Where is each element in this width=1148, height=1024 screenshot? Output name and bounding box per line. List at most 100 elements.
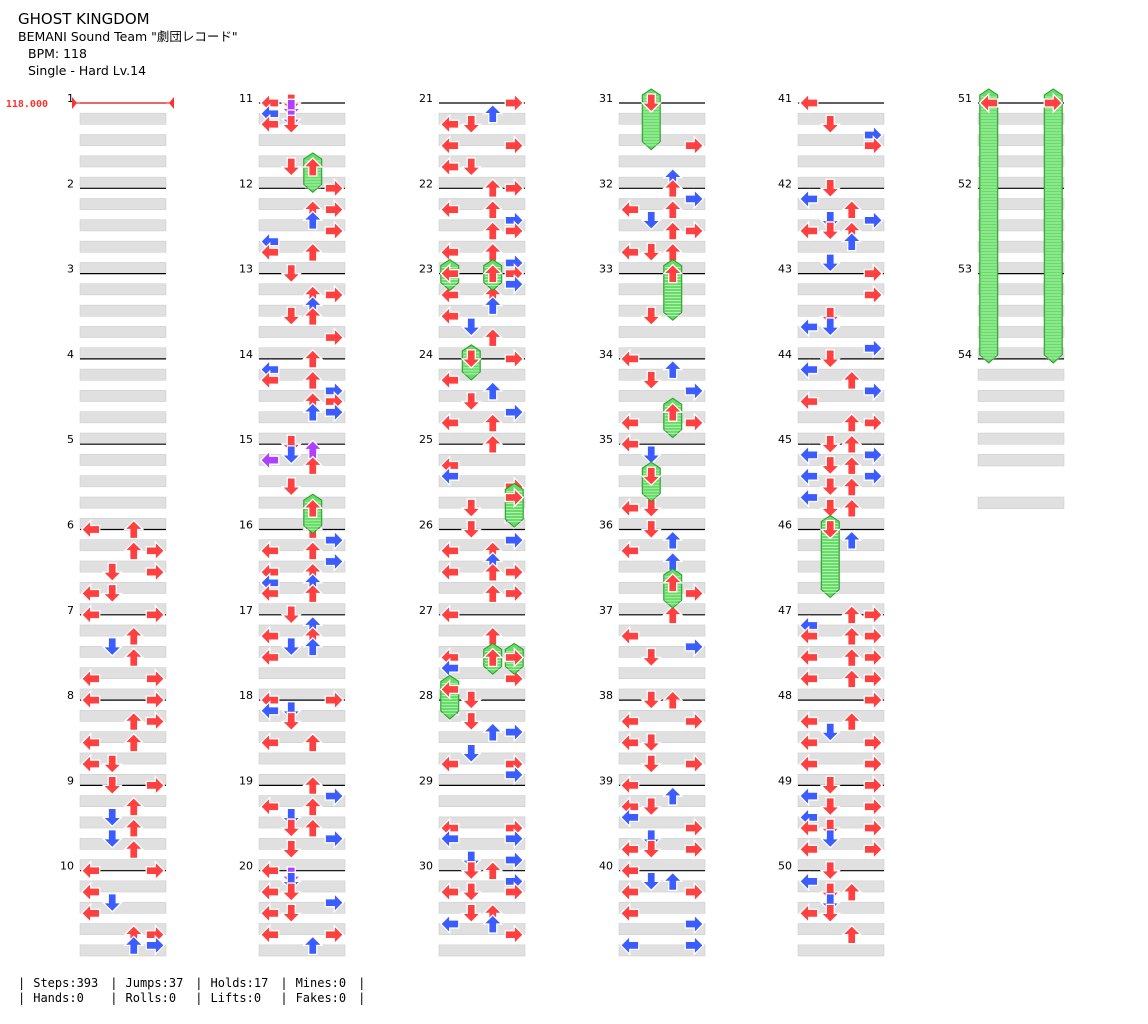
arrow-shape xyxy=(863,689,884,711)
beat-band xyxy=(79,816,167,829)
measure-number: 48 xyxy=(778,689,792,702)
arrow-note xyxy=(482,647,504,668)
beat-band xyxy=(258,134,346,146)
measure-number: 49 xyxy=(778,774,792,787)
arrow-note xyxy=(439,305,460,327)
arrow-note xyxy=(324,177,345,199)
beat-band xyxy=(618,496,706,509)
arrow-note xyxy=(819,349,841,369)
arrow-shape xyxy=(662,604,684,625)
beat-band xyxy=(797,112,885,125)
arrow-shape xyxy=(460,882,482,902)
measure-number: 4 xyxy=(67,348,74,361)
arrow-shape xyxy=(259,902,280,924)
arrow-note xyxy=(619,497,640,519)
beat-band xyxy=(618,667,706,680)
arrow-note xyxy=(863,753,884,775)
arrow-shape xyxy=(302,157,324,177)
beat-band xyxy=(618,560,706,573)
arrow-shape xyxy=(302,775,324,796)
arrow-shape xyxy=(819,317,841,337)
arrow-shape xyxy=(439,753,460,775)
measure-number: 24 xyxy=(419,348,433,361)
arrow-note xyxy=(324,327,345,349)
beat-band xyxy=(438,219,526,232)
beat-band xyxy=(618,283,706,296)
arrow-note xyxy=(302,157,324,177)
arrow-shape xyxy=(619,241,640,263)
arrow-shape xyxy=(123,935,145,955)
arrow-shape xyxy=(841,647,863,668)
arrow-note xyxy=(798,785,819,807)
beat-band xyxy=(79,198,167,210)
arrow-shape xyxy=(482,327,504,348)
beat-band xyxy=(797,411,885,424)
arrow-shape xyxy=(619,348,640,370)
arrow-shape xyxy=(324,529,345,551)
arrow-note xyxy=(123,796,145,817)
beat-band xyxy=(79,454,167,466)
beat-band xyxy=(977,368,1065,381)
arrow-shape xyxy=(863,380,884,402)
arrow-note xyxy=(798,188,819,210)
arrow-note xyxy=(841,455,863,476)
arrow-note xyxy=(439,604,460,626)
arrow-shape xyxy=(798,870,819,892)
arrow-shape xyxy=(819,722,841,743)
arrow-note xyxy=(439,465,460,487)
arrow-note xyxy=(80,902,101,924)
arrow-shape xyxy=(684,135,705,157)
arrow-shape xyxy=(482,412,504,433)
arrow-note xyxy=(841,434,863,454)
arrow-shape xyxy=(482,914,504,934)
arrow-shape xyxy=(504,561,525,583)
arrow-note xyxy=(504,529,525,551)
arrow-note xyxy=(123,519,145,540)
arrow-shape xyxy=(460,519,482,540)
arrow-note xyxy=(324,828,345,850)
arrow-shape xyxy=(482,380,504,401)
arrow-shape xyxy=(798,444,819,466)
arrow-note xyxy=(259,700,280,722)
arrow-shape xyxy=(259,860,280,882)
arrow-note xyxy=(640,210,662,231)
beat-band xyxy=(79,880,167,893)
arrow-shape xyxy=(684,881,705,903)
arrow-note xyxy=(460,498,482,519)
beat-band xyxy=(797,219,885,232)
arrow-note xyxy=(504,273,525,295)
arrow-shape xyxy=(819,434,841,455)
arrow-note xyxy=(460,690,482,711)
arrow-note xyxy=(259,796,280,818)
beat-band xyxy=(79,795,167,807)
arrow-shape xyxy=(819,349,841,369)
beat-band xyxy=(797,667,885,680)
arrow-note xyxy=(684,188,705,210)
measure-number: 13 xyxy=(239,263,253,276)
arrow-shape xyxy=(504,764,525,786)
arrow-shape xyxy=(482,647,504,668)
arrow-note xyxy=(302,540,324,561)
beat-band xyxy=(79,176,167,189)
measure-number: 30 xyxy=(419,860,433,873)
beat-band xyxy=(618,624,706,637)
arrow-note xyxy=(863,604,884,626)
beat-band xyxy=(258,646,346,658)
arrow-note xyxy=(819,317,841,337)
arrow-note xyxy=(504,177,525,199)
arrow-note xyxy=(619,934,640,956)
arrow-shape xyxy=(504,881,525,903)
arrow-note xyxy=(302,796,324,817)
arrow-shape xyxy=(280,903,302,924)
beat-band xyxy=(797,326,885,338)
beat-band xyxy=(438,752,526,765)
arrow-shape xyxy=(80,860,101,882)
beat-band xyxy=(618,411,706,424)
arrow-note xyxy=(302,242,324,262)
arrow-note xyxy=(280,263,302,284)
measure-number: 39 xyxy=(599,774,613,787)
arrow-shape xyxy=(504,220,525,242)
beat-band xyxy=(797,475,885,488)
arrow-note xyxy=(482,221,504,241)
bpm-value: 118.000 xyxy=(6,99,48,110)
